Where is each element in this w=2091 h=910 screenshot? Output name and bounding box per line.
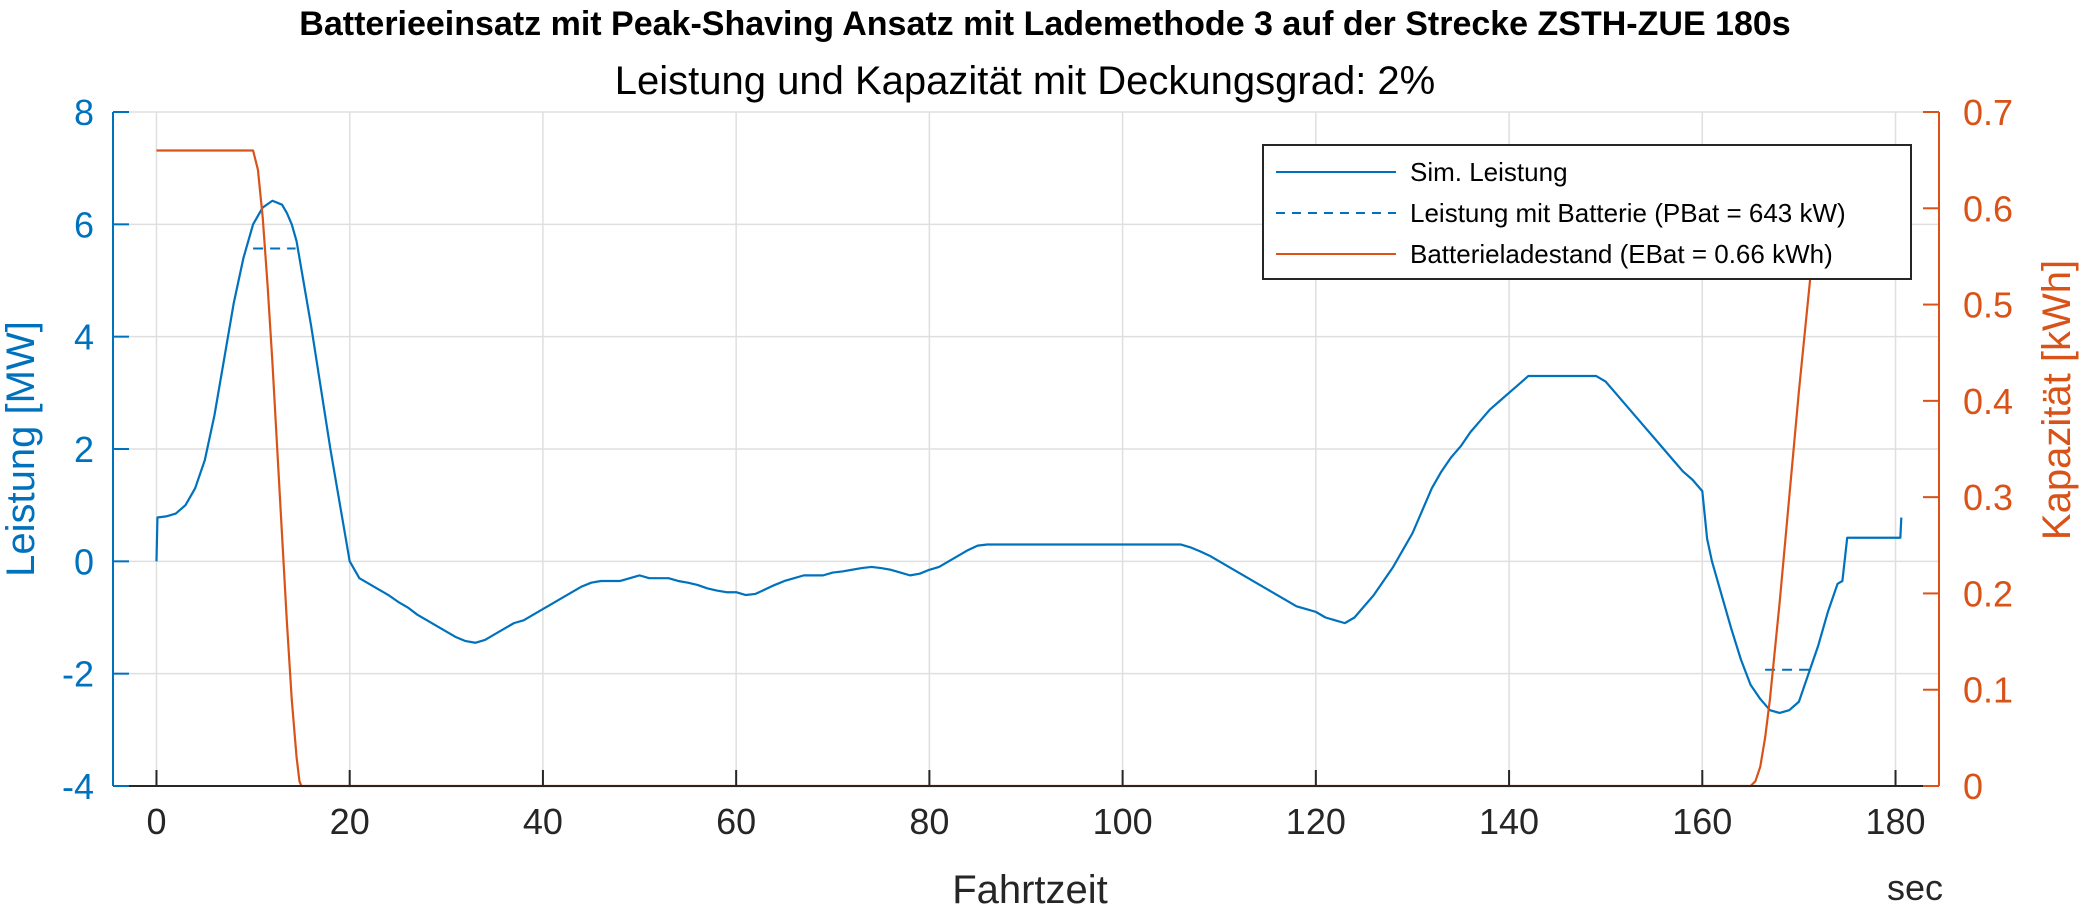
y-left-tick-label-4: 4 bbox=[74, 317, 94, 358]
y-left-tick-label-5: 6 bbox=[74, 204, 94, 245]
series-0-line bbox=[155, 199, 1903, 715]
x-tick-label-7: 140 bbox=[1479, 801, 1539, 842]
chart-subtitle: Leistung und Kapazität mit Deckungsgrad:… bbox=[615, 59, 1436, 103]
legend-label-batterieladestand: Batterieladestand (EBat = 0.66 kWh) bbox=[1410, 239, 1833, 269]
y-left-tick-label-3: 2 bbox=[74, 429, 94, 470]
x-tick-label-6: 120 bbox=[1286, 801, 1346, 842]
y-right-tick-label-5: 0.5 bbox=[1963, 285, 2013, 326]
legend-box bbox=[1262, 144, 1912, 280]
series-0 bbox=[155, 199, 1903, 715]
legend-label-leistung-mit-batterie: Leistung mit Batterie (PBat = 643 kW) bbox=[1410, 198, 1846, 228]
y-left-tick-label-2: 0 bbox=[74, 541, 94, 582]
x-tick-label-9: 180 bbox=[1865, 801, 1925, 842]
x-axis-unit: sec bbox=[1887, 867, 1943, 908]
y-left-tick-label-0: -4 bbox=[62, 766, 94, 807]
y-right-tick-label-6: 0.6 bbox=[1963, 188, 2013, 229]
y-right-tick-label-3: 0.3 bbox=[1963, 477, 2013, 518]
x-tick-label-1: 20 bbox=[330, 801, 370, 842]
y-left-tick-label-6: 8 bbox=[74, 92, 94, 133]
x-tick-label-4: 80 bbox=[909, 801, 949, 842]
x-tick-label-8: 160 bbox=[1672, 801, 1732, 842]
axes: 0 20 40 60 80 100 120 140 160 180-4-20246800.10.2… bbox=[62, 92, 2013, 842]
chart-title: Batterieeinsatz mit Peak-Shaving Ansatz … bbox=[299, 5, 1790, 43]
y-right-tick-label-4: 0.4 bbox=[1963, 381, 2013, 422]
y-right-tick-label-2: 0.2 bbox=[1963, 573, 2013, 614]
x-tick-label-5: 100 bbox=[1093, 801, 1153, 842]
y-right-tick-label-7: 0.7 bbox=[1963, 92, 2013, 133]
x-tick-label-3: 60 bbox=[716, 801, 756, 842]
x-tick-label-2: 40 bbox=[523, 801, 563, 842]
y-axis-right-label: Kapazität [kWh] bbox=[2035, 260, 2079, 540]
y-right-tick-label-0: 0 bbox=[1963, 766, 1983, 807]
legend-label-sim-leistung: Sim. Leistung bbox=[1410, 157, 1568, 187]
x-axis-label: Fahrtzeit bbox=[952, 868, 1108, 910]
legend: Sim. Leistung Leistung mit Batterie (PBa… bbox=[1262, 144, 1912, 280]
x-tick-label-0: 0 bbox=[146, 801, 166, 842]
y-axis-left-label: Leistung [MW] bbox=[0, 321, 43, 577]
y-right-tick-label-1: 0.1 bbox=[1963, 670, 2013, 711]
y-left-tick-label-1: -2 bbox=[62, 654, 94, 695]
